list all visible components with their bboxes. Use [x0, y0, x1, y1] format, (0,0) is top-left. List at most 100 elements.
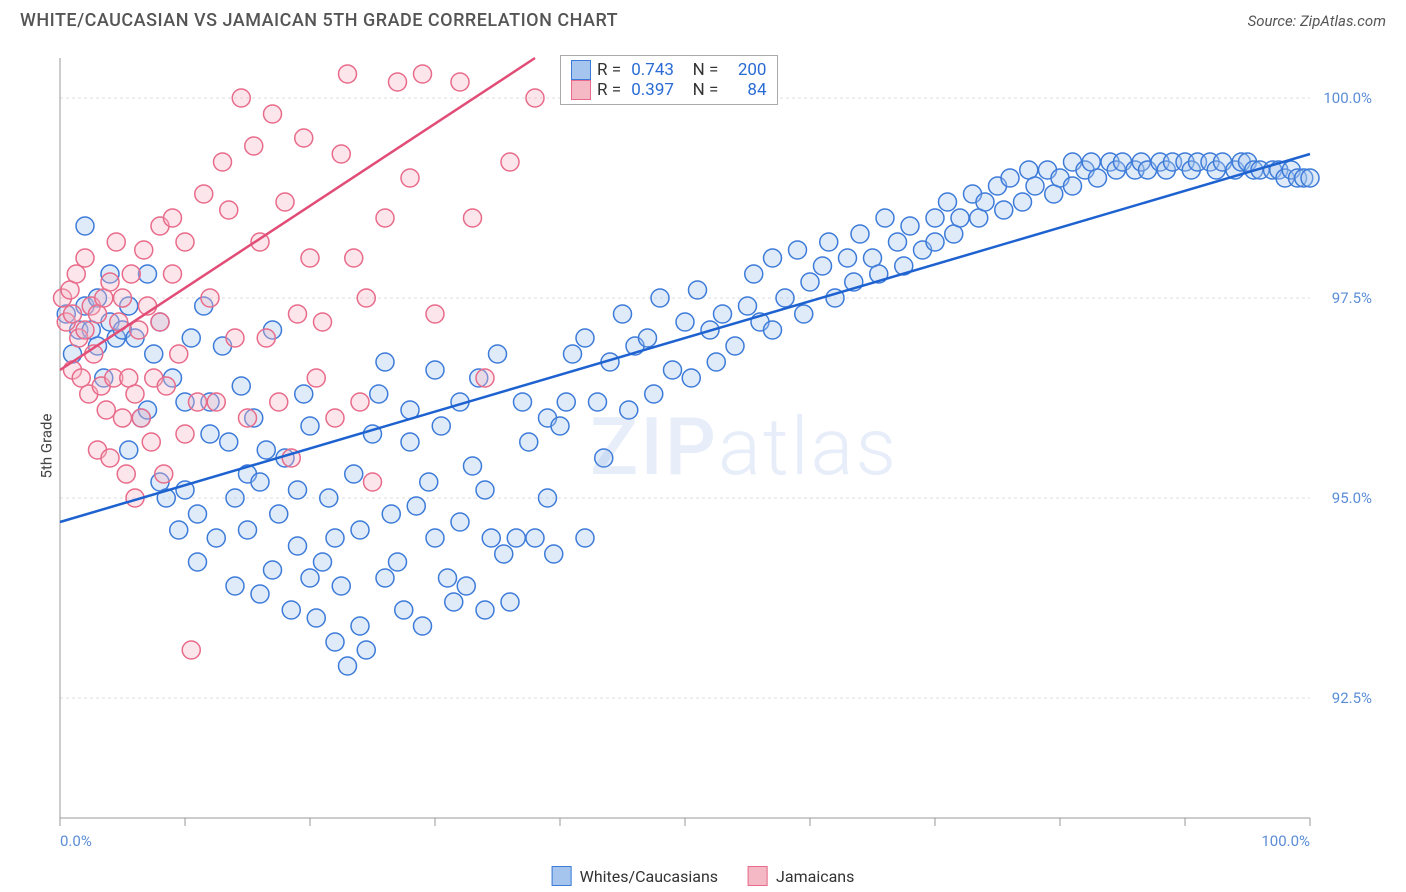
data-point: [232, 89, 250, 107]
data-point: [682, 369, 700, 387]
data-point: [726, 337, 744, 355]
data-point: [745, 265, 763, 283]
n-label: N =: [680, 60, 723, 80]
data-point: [764, 249, 782, 267]
data-point: [142, 433, 160, 451]
legend-swatch: [571, 60, 591, 80]
data-point: [72, 369, 90, 387]
data-point: [307, 609, 325, 627]
data-point: [270, 393, 288, 411]
data-point: [476, 369, 494, 387]
data-point: [76, 249, 94, 267]
data-point: [457, 577, 475, 595]
data-point: [414, 65, 432, 83]
y-tick-label: 97.5%: [1332, 289, 1372, 307]
data-point: [851, 225, 869, 243]
data-point: [239, 409, 257, 427]
data-point: [189, 553, 207, 571]
data-point: [295, 385, 313, 403]
data-point: [239, 521, 257, 539]
data-point: [401, 433, 419, 451]
data-point: [164, 265, 182, 283]
data-point: [620, 401, 638, 419]
data-point: [545, 545, 563, 563]
data-point: [357, 289, 375, 307]
y-tick-label: 92.5%: [1332, 689, 1372, 707]
data-point: [326, 633, 344, 651]
n-label: N =: [680, 80, 723, 100]
data-point: [889, 233, 907, 251]
data-point: [426, 529, 444, 547]
data-point: [1001, 169, 1019, 187]
data-point: [76, 321, 94, 339]
data-point: [182, 329, 200, 347]
data-point: [307, 369, 325, 387]
data-point: [135, 241, 153, 259]
legend-label: Jamaicans: [776, 867, 854, 886]
r-label: R =: [597, 60, 625, 80]
data-point: [264, 105, 282, 123]
data-point: [901, 217, 919, 235]
data-point: [564, 345, 582, 363]
data-point: [439, 569, 457, 587]
data-point: [514, 393, 532, 411]
data-point: [976, 193, 994, 211]
x-tick-label: 0.0%: [60, 832, 92, 850]
scatter-chart: 92.5%95.0%97.5%100.0%0.0%100.0%: [50, 48, 1386, 852]
data-point: [189, 505, 207, 523]
data-point: [520, 433, 538, 451]
data-point: [345, 249, 363, 267]
legend-item-jamaicans: Jamaicans: [748, 866, 854, 886]
data-point: [389, 73, 407, 91]
data-point: [251, 585, 269, 603]
data-point: [376, 353, 394, 371]
data-point: [432, 417, 450, 435]
data-point: [614, 305, 632, 323]
data-point: [189, 393, 207, 411]
chart-area: 92.5%95.0%97.5%100.0%0.0%100.0%: [50, 48, 1386, 852]
data-point: [145, 345, 163, 363]
data-point: [645, 385, 663, 403]
data-point: [764, 321, 782, 339]
data-point: [117, 465, 135, 483]
data-point: [289, 305, 307, 323]
data-point: [689, 281, 707, 299]
data-point: [226, 577, 244, 595]
data-point: [664, 361, 682, 379]
data-point: [164, 209, 182, 227]
data-point: [739, 297, 757, 315]
data-point: [551, 417, 569, 435]
data-point: [495, 545, 513, 563]
data-point: [97, 401, 115, 419]
data-point: [1301, 169, 1319, 187]
data-point: [539, 489, 557, 507]
r-value: 0.397: [631, 80, 674, 100]
series-legend: Whites/CaucasiansJamaicans: [552, 866, 855, 886]
data-point: [651, 289, 669, 307]
data-point: [170, 521, 188, 539]
data-point: [482, 529, 500, 547]
data-point: [1089, 169, 1107, 187]
data-point: [445, 593, 463, 611]
data-point: [114, 289, 132, 307]
data-point: [126, 385, 144, 403]
data-point: [639, 329, 657, 347]
data-point: [264, 561, 282, 579]
correlation-legend: R = 0.743 N = 200R = 0.397 N = 84: [560, 55, 778, 105]
data-point: [345, 465, 363, 483]
data-point: [120, 441, 138, 459]
data-point: [176, 233, 194, 251]
legend-swatch: [571, 80, 591, 100]
data-point: [351, 393, 369, 411]
data-point: [339, 657, 357, 675]
data-point: [301, 417, 319, 435]
data-point: [220, 201, 238, 219]
data-point: [789, 241, 807, 259]
data-point: [207, 393, 225, 411]
r-value: 0.743: [631, 60, 674, 80]
data-point: [401, 169, 419, 187]
legend-swatch: [552, 866, 572, 886]
data-point: [170, 345, 188, 363]
data-point: [157, 377, 175, 395]
data-point: [295, 129, 313, 147]
